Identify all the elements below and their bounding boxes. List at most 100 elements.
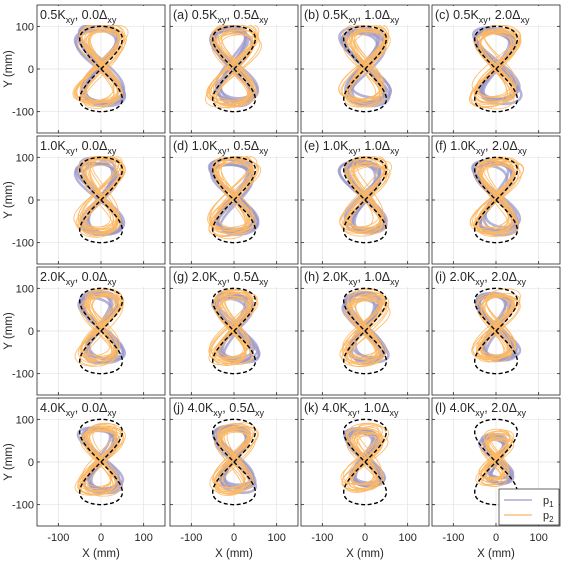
p2-trajectory	[213, 429, 248, 495]
panel-label: (i) 2.0Kxy, 2.0Δxy	[435, 270, 526, 287]
x-tick-label: 0	[362, 532, 368, 544]
panel-11: (h) 2.0Kxy, 1.0Δxy	[300, 266, 430, 396]
x-tick-label: 100	[134, 532, 152, 544]
p2-trajectory	[84, 288, 123, 357]
p2-trajectory	[346, 429, 380, 492]
panel-9: 2.0Kxy, 0.0Δxy	[36, 266, 166, 396]
reference-path	[78, 156, 124, 244]
p2-trajectory	[476, 296, 513, 360]
p2-trajectory	[215, 29, 261, 107]
x-tick-label: 0	[98, 532, 104, 544]
reference-path	[473, 156, 519, 244]
p2-trajectory	[83, 29, 123, 107]
y-tick-label: 0	[28, 457, 34, 469]
x-tick-label: 100	[529, 532, 547, 544]
p2-trajectory	[346, 299, 386, 366]
p2-trajectory	[477, 296, 513, 361]
p2-trajectory	[475, 439, 508, 486]
reference-path	[211, 418, 257, 506]
panel-title: (h) 2.0Kxy, 1.0Δxy	[302, 268, 423, 287]
panel-label: 1.0Kxy, 0.0Δxy	[40, 139, 117, 156]
panel-6: (d) 1.0Kxy, 0.5Δxy	[169, 135, 299, 265]
panel-title: (c) 0.5Kxy, 2.0Δxy	[433, 6, 554, 25]
x-tick-label: 0	[493, 532, 499, 544]
x-axis-label: X (mm)	[82, 548, 120, 560]
y-tick-label: 100	[16, 414, 34, 426]
panel-2: (a) 0.5Kxy, 0.5Δxy	[169, 4, 299, 134]
panel-label: 2.0Kxy, 0.0Δxy	[40, 270, 117, 287]
x-tick-label: -100	[47, 532, 69, 544]
panel-label: (d) 1.0Kxy, 0.5Δxy	[173, 139, 269, 156]
panel-7: (e) 1.0Kxy, 1.0Δxy	[300, 135, 430, 265]
panel-label: 0.5Kxy, 0.0Δxy	[40, 8, 117, 25]
panel-label: (g) 2.0Kxy, 0.5Δxy	[173, 270, 269, 287]
y-tick-label: 100	[16, 21, 34, 33]
series-p2	[339, 153, 393, 237]
p2-trajectory	[351, 433, 385, 491]
p2-trajectory	[73, 155, 122, 231]
reference-path	[473, 287, 519, 375]
p2-trajectory	[79, 29, 120, 103]
p2-trajectory	[341, 31, 382, 103]
x-axis-label: X (mm)	[477, 548, 515, 560]
p2-trajectory	[478, 430, 511, 479]
reference-path	[211, 25, 257, 113]
x-axis-label: X (mm)	[215, 548, 253, 560]
panel-5: 1.0Kxy, 0.0Δxy	[36, 135, 166, 265]
p2-trajectory	[341, 164, 389, 234]
y-axis-label: Y (mm)	[3, 312, 15, 350]
y-tick-label: 0	[28, 64, 34, 76]
panel-title: (l) 4.0Kxy, 2.0Δxy	[433, 399, 554, 418]
series-p2	[72, 22, 129, 109]
panel-title: (d) 1.0Kxy, 0.5Δxy	[171, 137, 292, 156]
reference-path	[78, 25, 124, 113]
y-tick-label: 100	[16, 152, 34, 164]
panel-label: (l) 4.0Kxy, 2.0Δxy	[435, 401, 526, 418]
reference-path	[342, 156, 388, 244]
p2-trajectory	[215, 289, 252, 360]
panel-label: (b) 0.5Kxy, 1.0Δxy	[304, 8, 400, 25]
p2-trajectory	[209, 428, 250, 494]
p2-trajectory	[206, 32, 254, 105]
panel-label: (c) 0.5Kxy, 2.0Δxy	[435, 8, 530, 25]
p2-trajectory	[480, 438, 512, 487]
panel-label: (k) 4.0Kxy, 1.0Δxy	[304, 401, 399, 418]
series-p2	[338, 22, 391, 108]
p2-trajectory	[80, 429, 125, 495]
series-p2	[475, 428, 515, 487]
x-tick-label: -100	[311, 532, 333, 544]
p2-trajectory	[80, 291, 116, 356]
y-axis-label: Y (mm)	[3, 181, 15, 219]
p2-trajectory	[350, 155, 388, 229]
reference-path	[211, 156, 257, 244]
p2-trajectory	[212, 423, 251, 488]
panel-title: (j) 4.0Kxy, 0.5Δxy	[171, 399, 292, 418]
legend-label-2: p2	[543, 510, 554, 524]
p2-trajectory	[349, 28, 388, 101]
panel-14: (j) 4.0Kxy, 0.5Δxy	[169, 397, 299, 527]
x-tick-label: 100	[398, 532, 416, 544]
panel-title: (g) 2.0Kxy, 0.5Δxy	[171, 268, 292, 287]
p2-trajectory	[348, 432, 389, 490]
p2-trajectory	[341, 157, 379, 230]
legend-box	[498, 488, 560, 526]
panel-title: (a) 0.5Kxy, 0.5Δxy	[171, 6, 292, 25]
p2-trajectory	[210, 160, 260, 235]
panel-title: 2.0Kxy, 0.0Δxy	[38, 268, 159, 287]
panel-15: (k) 4.0Kxy, 1.0Δxy	[300, 397, 430, 527]
p2-trajectory	[345, 294, 390, 361]
panel-title: 0.5Kxy, 0.0Δxy	[38, 6, 159, 25]
p2-trajectory	[478, 292, 521, 356]
y-tick-label: 100	[16, 283, 34, 295]
y-axis-label: Y (mm)	[3, 50, 15, 88]
reference-path	[211, 287, 257, 375]
reference-path	[342, 25, 388, 113]
panel-3: (b) 0.5Kxy, 1.0Δxy	[300, 4, 430, 134]
panel-label: (h) 2.0Kxy, 1.0Δxy	[304, 270, 400, 287]
panel-title: (i) 2.0Kxy, 2.0Δxy	[433, 268, 554, 287]
panel-title: (k) 4.0Kxy, 1.0Δxy	[302, 399, 423, 418]
series-p2	[74, 422, 126, 497]
p2-trajectory	[214, 295, 251, 366]
y-tick-label: -100	[12, 369, 34, 381]
